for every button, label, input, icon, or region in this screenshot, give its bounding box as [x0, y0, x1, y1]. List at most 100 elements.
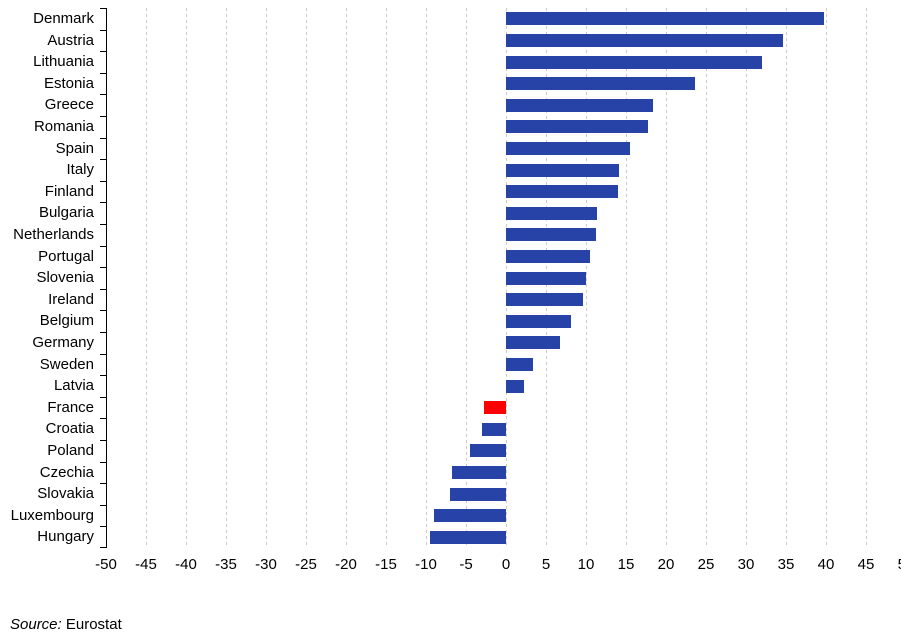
category-label-latvia: Latvia [53, 377, 94, 395]
bar-italy [506, 163, 619, 177]
category-axis-tick [100, 159, 106, 160]
bar-lithuania [506, 55, 762, 69]
bar-germany [506, 336, 560, 350]
bar-luxembourg [434, 509, 506, 523]
x-tick-label--10: -10 [415, 556, 437, 573]
category-axis-tick [100, 375, 106, 376]
gridline-x--25 [306, 8, 307, 548]
gridline-x--40 [186, 8, 187, 548]
x-tick-label-35: 35 [777, 556, 795, 573]
category-label-finland: Finland [44, 182, 94, 200]
category-axis-tick [100, 354, 106, 355]
bar-portugal [506, 249, 590, 263]
source-note: Source: Eurostat [10, 616, 122, 633]
x-axis: -50 -45 -40 -35 -30 -25 -20 -15 -10 -5 0 5 10 15 20 25 3… [0, 556, 901, 576]
bar-bulgaria [506, 206, 598, 220]
category-label-germany: Germany [32, 334, 94, 351]
bar-austria [506, 33, 783, 47]
source-value: Eurostat [61, 616, 122, 633]
x-tick-label-40: 40 [817, 556, 835, 573]
bar-slovakia [450, 487, 506, 501]
x-tick-label-25: 25 [697, 556, 715, 573]
category-axis-tick [100, 440, 106, 441]
category-axis-tick [100, 397, 106, 398]
category-label-italy: Italy [66, 161, 94, 179]
category-label-romania: Romania [33, 118, 94, 135]
category-axis-tick [100, 547, 106, 548]
gridline-x--10 [426, 8, 427, 548]
category-label-ireland: Ireland [48, 290, 94, 308]
x-tick-label-20: 20 [657, 556, 675, 573]
bar-romania [506, 120, 649, 134]
x-tick-label-0: 0 [501, 556, 511, 573]
gridline-x--20 [346, 8, 347, 548]
x-tick-label--15: -15 [375, 556, 397, 573]
category-axis-tick [100, 483, 106, 484]
category-labels: Denmark Austria Lithuania Estonia Greece Roma… [0, 8, 98, 548]
category-axis-tick [100, 505, 106, 506]
x-tick-label-45: 45 [857, 556, 875, 573]
category-axis-tick [100, 116, 106, 117]
plot-area [100, 8, 901, 548]
x-tick-label--50: -50 [95, 556, 117, 573]
bar-belgium [506, 314, 571, 328]
bar-sweden [506, 357, 534, 371]
x-tick-label--45: -45 [135, 556, 157, 573]
gridline-x-35 [786, 8, 787, 548]
category-label-france: France [47, 398, 94, 416]
category-label-slovakia: Slovakia [37, 485, 94, 503]
x-tick-label--30: -30 [255, 556, 277, 573]
bar-croatia [482, 422, 506, 436]
category-axis-tick [100, 332, 106, 333]
category-axis-tick [100, 462, 106, 463]
gridline-x-10 [586, 8, 587, 548]
category-label-austria: Austria [47, 31, 94, 49]
category-axis-tick [100, 8, 106, 9]
bar-hungary [430, 530, 506, 544]
gridline-x--15 [386, 8, 387, 548]
category-axis-tick [100, 246, 106, 247]
category-label-belgium: Belgium [39, 312, 94, 330]
category-label-czechia: Czechia [39, 463, 94, 481]
category-label-estonia: Estonia [43, 74, 94, 92]
x-tick-label--5: -5 [459, 556, 473, 573]
bar-france [483, 401, 506, 415]
bar-poland [470, 444, 506, 458]
x-tick-label-5: 5 [541, 556, 551, 573]
category-axis-tick [100, 224, 106, 225]
category-label-netherlands: Netherlands [13, 226, 94, 243]
x-tick-label--20: -20 [335, 556, 357, 573]
category-axis-tick [100, 289, 106, 290]
bar-ireland [506, 293, 583, 307]
category-label-luxembourg: Luxembourg [10, 506, 94, 524]
category-axis-tick [100, 202, 106, 203]
category-label-poland: Poland [47, 442, 94, 459]
x-tick-label-50: 50 [882, 556, 901, 573]
category-label-greece: Greece [44, 96, 94, 114]
bar-latvia [506, 379, 524, 393]
bar-netherlands [506, 228, 596, 242]
x-tick-label-10: 10 [577, 556, 595, 573]
category-axis-tick [100, 418, 106, 419]
category-label-slovenia: Slovenia [36, 269, 94, 287]
bar-finland [506, 185, 618, 199]
bar-czechia [452, 465, 506, 479]
category-label-croatia: Croatia [45, 420, 94, 438]
gridline-x--35 [226, 8, 227, 548]
gridline-x-45 [866, 8, 867, 548]
bar-denmark [506, 12, 825, 26]
bar-spain [506, 141, 630, 155]
category-axis-tick [100, 310, 106, 311]
x-tick-label--35: -35 [215, 556, 237, 573]
category-label-denmark: Denmark [33, 10, 94, 27]
category-axis-tick [100, 51, 106, 52]
x-tick-label-30: 30 [737, 556, 755, 573]
category-axis-tick [100, 526, 106, 527]
category-axis-tick [100, 94, 106, 95]
category-label-portugal: Portugal [38, 247, 94, 265]
category-axis-tick [100, 138, 106, 139]
bar-slovenia [506, 271, 586, 285]
category-label-bulgaria: Bulgaria [38, 204, 94, 222]
gridline-x--5 [466, 8, 467, 548]
